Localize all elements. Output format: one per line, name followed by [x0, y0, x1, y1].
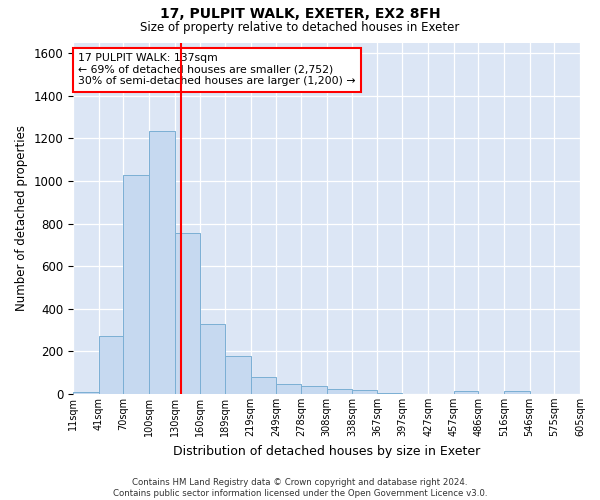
- Bar: [124, 174, 149, 394]
- Bar: [251, 377, 276, 394]
- Bar: [200, 324, 225, 394]
- Bar: [98, 336, 124, 394]
- Text: Size of property relative to detached houses in Exeter: Size of property relative to detached ho…: [140, 22, 460, 35]
- Y-axis label: Number of detached properties: Number of detached properties: [15, 125, 28, 311]
- X-axis label: Distribution of detached houses by size in Exeter: Distribution of detached houses by size …: [173, 444, 480, 458]
- Bar: [352, 390, 377, 394]
- Bar: [504, 392, 530, 394]
- Bar: [377, 393, 403, 394]
- Text: 17, PULPIT WALK, EXETER, EX2 8FH: 17, PULPIT WALK, EXETER, EX2 8FH: [160, 8, 440, 22]
- Bar: [225, 356, 251, 394]
- Text: Contains HM Land Registry data © Crown copyright and database right 2024.
Contai: Contains HM Land Registry data © Crown c…: [113, 478, 487, 498]
- Bar: [276, 384, 301, 394]
- Bar: [175, 233, 200, 394]
- Bar: [326, 388, 352, 394]
- Bar: [73, 392, 98, 394]
- Bar: [454, 392, 478, 394]
- Bar: [149, 131, 175, 394]
- Text: 17 PULPIT WALK: 137sqm
← 69% of detached houses are smaller (2,752)
30% of semi-: 17 PULPIT WALK: 137sqm ← 69% of detached…: [78, 53, 356, 86]
- Bar: [301, 386, 326, 394]
